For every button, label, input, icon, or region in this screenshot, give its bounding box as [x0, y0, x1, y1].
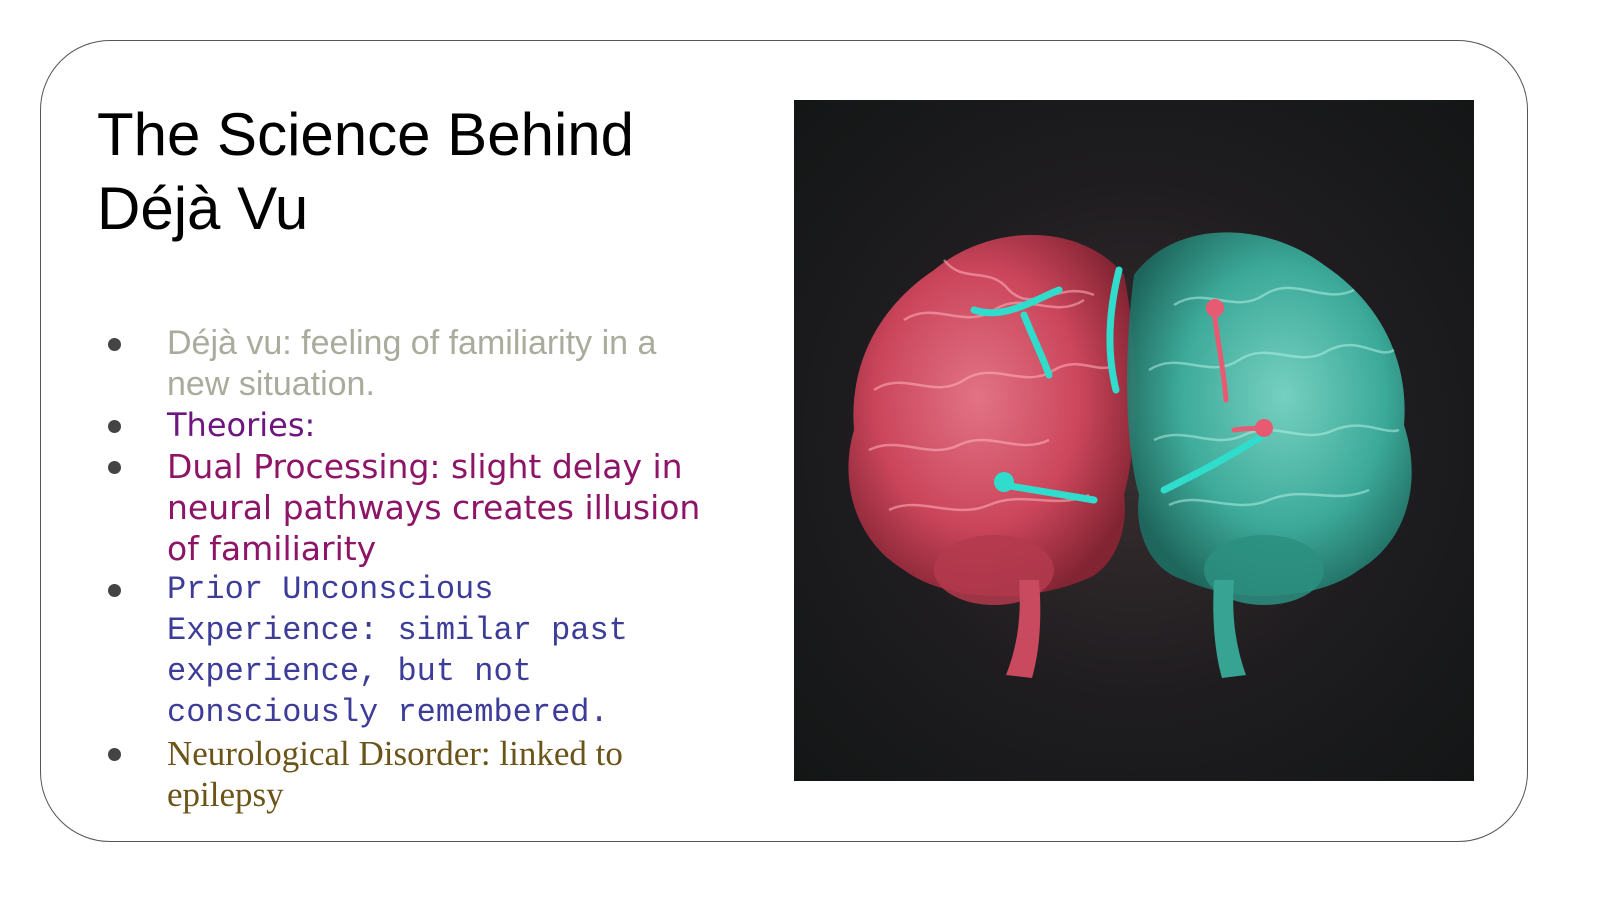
bullet-dot-icon: [108, 338, 121, 351]
bullet-item: Déjà vu: feeling of familiarity in a new…: [104, 323, 704, 405]
bullet-dot-icon: [108, 584, 121, 597]
bullet-item: Neurological Disorder: linked to epileps…: [104, 733, 704, 815]
bullet-item: Dual Processing: slight delay in neural …: [104, 446, 704, 569]
slide-title: The Science Behind Déjà Vu: [97, 101, 635, 242]
bullet-dot-icon: [108, 748, 121, 761]
bullet-dot-icon: [108, 461, 121, 474]
brain-image: [794, 100, 1474, 781]
neural-pathway-icon: [970, 266, 1268, 504]
bullet-item: Theories:: [104, 405, 704, 446]
bullet-dot-icon: [108, 420, 121, 433]
bullet-text: Neurological Disorder: linked to epileps…: [167, 734, 623, 814]
bullet-text: Dual Processing: slight delay in neural …: [167, 447, 701, 568]
right-hemisphere-icon: [1127, 232, 1412, 678]
bullet-text: Theories:: [167, 406, 316, 444]
bullet-item: Prior Unconscious Experience: similar pa…: [104, 569, 704, 733]
bullet-list: Déjà vu: feeling of familiarity in a new…: [104, 323, 704, 815]
left-hemisphere-icon: [848, 234, 1136, 678]
bullet-text: Prior Unconscious Experience: similar pa…: [167, 571, 628, 731]
bullet-text: Déjà vu: feeling of familiarity in a new…: [167, 324, 657, 403]
